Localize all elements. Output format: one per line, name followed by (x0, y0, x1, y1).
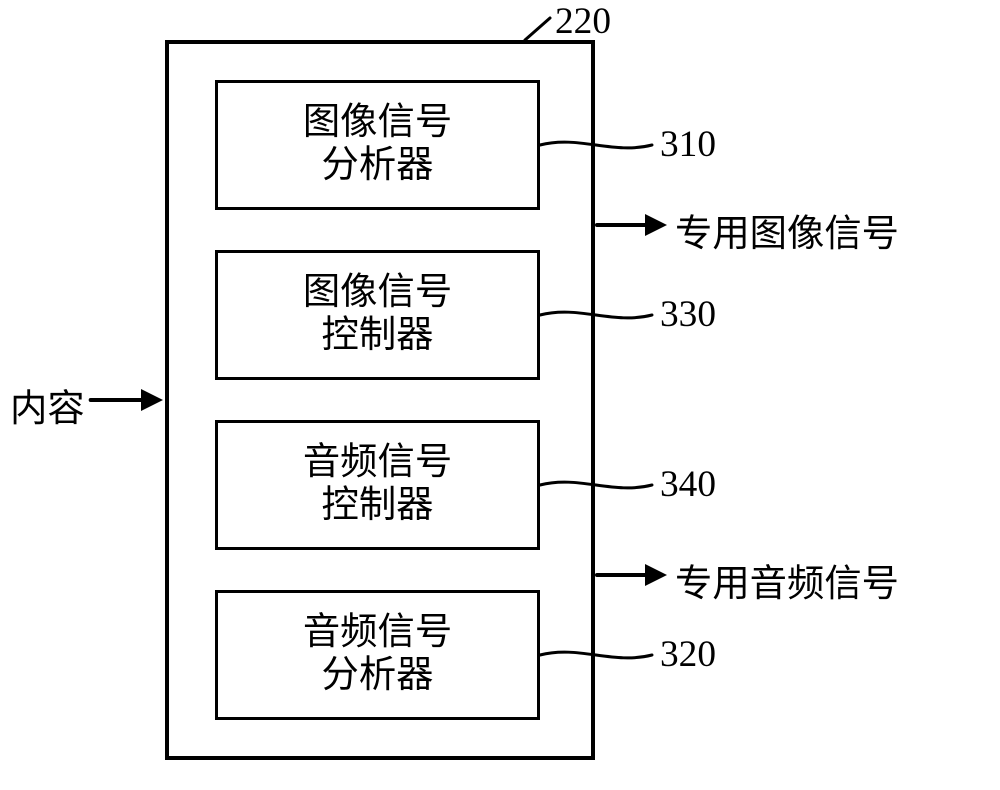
block-line1: 音频信号 (303, 442, 452, 483)
ref-310: 310 (660, 123, 716, 166)
block-line2: 控制器 (321, 315, 433, 356)
block-line2: 控制器 (321, 485, 433, 526)
output-label-out_aud: 专用音频信号 (675, 553, 899, 607)
block-b320: 音频信号分析器 (215, 590, 540, 720)
ref-220: 220 (555, 0, 611, 43)
block-b340: 音频信号控制器 (215, 420, 540, 550)
ref-320: 320 (660, 633, 716, 676)
ref-330: 330 (660, 293, 716, 336)
input-label: 内容 (10, 378, 85, 432)
block-diagram: 图像信号分析器图像信号控制器音频信号控制器音频信号分析器 22031033034… (0, 0, 1000, 790)
block-line2: 分析器 (321, 655, 433, 696)
block-line2: 分析器 (321, 145, 433, 186)
block-b310: 图像信号分析器 (215, 80, 540, 210)
block-line1: 图像信号 (303, 102, 452, 143)
ref-340: 340 (660, 463, 716, 506)
block-line1: 音频信号 (303, 612, 452, 653)
block-b330: 图像信号控制器 (215, 250, 540, 380)
output-label-out_img: 专用图像信号 (675, 203, 899, 257)
block-line1: 图像信号 (303, 272, 452, 313)
